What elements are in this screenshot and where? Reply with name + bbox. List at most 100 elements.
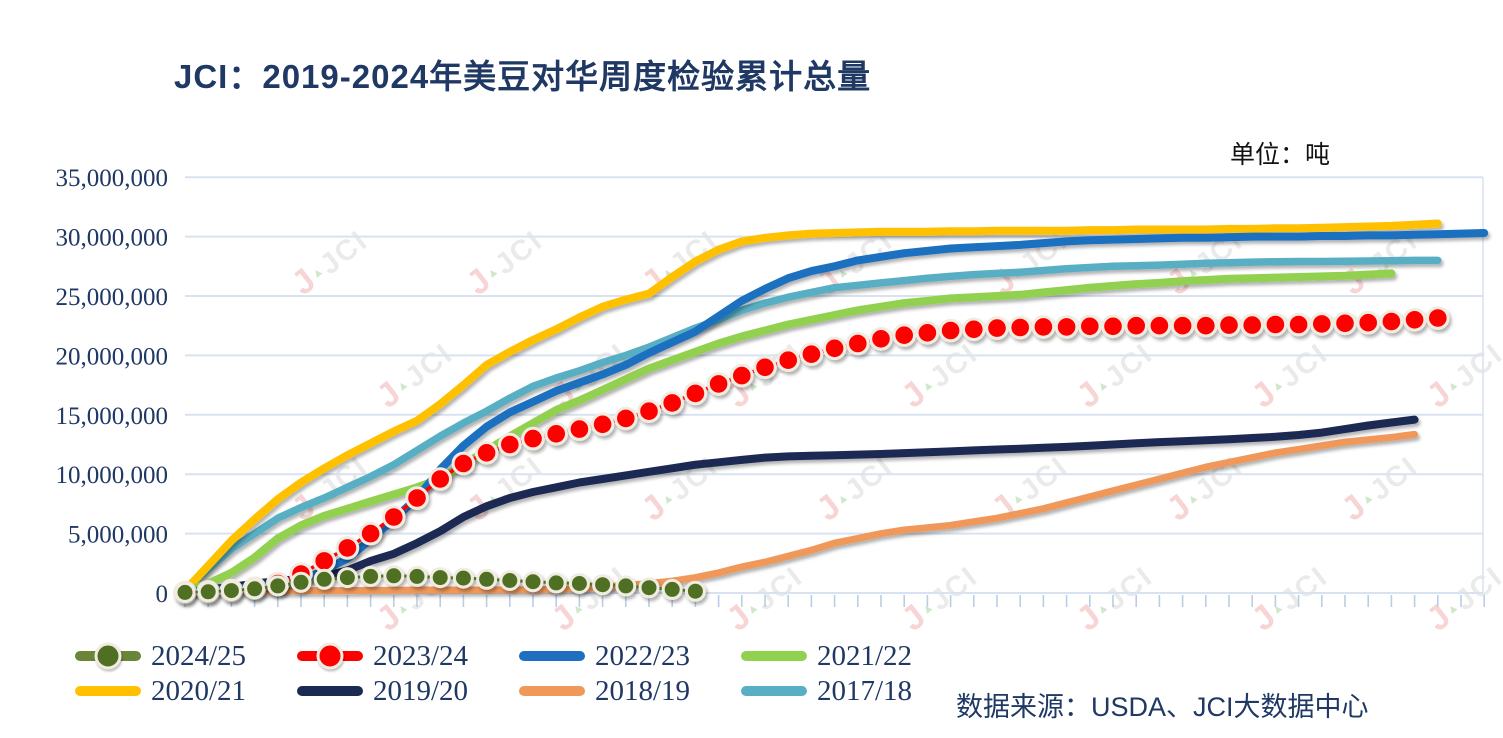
data-point-marker [869, 327, 893, 351]
legend-label: 2024/25 [151, 639, 247, 672]
data-point-marker [1426, 306, 1450, 330]
legend-label: 2021/22 [817, 639, 913, 672]
legend-item-2023-24: 2023/24 [297, 640, 468, 672]
data-point-marker [1310, 312, 1334, 336]
data-point-marker [1124, 313, 1148, 338]
data-point-marker [522, 571, 544, 593]
y-axis-tick-label: 10,000,000 [56, 462, 169, 489]
data-point-marker [1054, 315, 1079, 339]
data-point-marker [614, 406, 638, 431]
legend-marker [297, 686, 363, 696]
legend-marker [75, 686, 141, 696]
data-point-marker [592, 574, 614, 596]
legend-marker-dot [316, 642, 344, 670]
legend-item-2021-22: 2021/22 [741, 639, 913, 672]
data-point-marker [244, 578, 266, 600]
data-point-marker [1008, 315, 1033, 340]
data-point-marker [590, 412, 615, 437]
series-line [181, 256, 1442, 594]
y-axis-tick-label: 20,000,000 [56, 343, 169, 370]
data-point-marker [545, 572, 567, 594]
data-point-marker [776, 348, 801, 373]
data-point-marker [915, 321, 940, 345]
data-point-marker [822, 336, 847, 361]
data-point-marker [174, 581, 196, 603]
data-point-marker [405, 486, 429, 510]
data-point-marker [429, 567, 451, 589]
data-point-marker [197, 581, 219, 603]
data-point-marker [335, 536, 360, 560]
series-line [181, 430, 1419, 596]
legend-marker [741, 651, 807, 661]
legend-item-2018-19: 2018/19 [519, 675, 690, 707]
legend-label: 2017/18 [817, 674, 913, 707]
data-point-marker [615, 575, 637, 597]
legend-label: 2020/21 [151, 674, 247, 707]
legend-marker [297, 642, 363, 670]
data-point-marker [846, 331, 870, 356]
legend-marker [519, 651, 585, 661]
data-point-marker [892, 323, 917, 348]
data-point-marker [1194, 313, 1218, 338]
series-2019-20 [181, 415, 1419, 596]
series-2018-19 [181, 430, 1419, 596]
y-axis-tick-label: 5,000,000 [68, 522, 168, 549]
data-point-marker [1147, 313, 1172, 338]
series-line [181, 415, 1419, 596]
data-point-marker [660, 391, 685, 415]
legend-marker [519, 686, 585, 696]
legend-item-2017-18: 2017/18 [741, 674, 913, 707]
legend-item-2020-21: 2020/21 [75, 674, 247, 707]
data-point-marker [730, 363, 754, 388]
data-point-marker [567, 417, 592, 441]
data-point-marker [476, 568, 498, 590]
y-axis-tick-label: 15,000,000 [56, 403, 169, 430]
data-point-marker [1078, 314, 1102, 339]
data-point-marker [313, 568, 335, 590]
x-axis-ticks [184, 595, 1485, 607]
data-point-marker [312, 549, 337, 573]
data-point-marker [382, 505, 406, 529]
data-point-marker [962, 317, 986, 342]
legend-item-2019-20: 2019/20 [297, 674, 469, 707]
data-point-marker [544, 422, 569, 446]
data-point-marker [521, 426, 545, 451]
data-point-marker [358, 521, 383, 546]
data-point-marker [1170, 313, 1195, 338]
data-point-marker [428, 467, 453, 491]
data-point-marker [474, 441, 499, 465]
legend-label: 2019/20 [373, 674, 469, 707]
data-point-marker [1356, 310, 1380, 335]
chart-title: JCI：2019-2024年美豆对华周度检验累计总量 [174, 58, 872, 95]
data-point-marker [985, 316, 1009, 340]
y-axis-tick-label: 0 [156, 581, 169, 608]
data-point-marker [1217, 313, 1241, 337]
data-source: 数据来源：USDA、JCI大数据中心 [956, 692, 1369, 722]
data-point-marker [1240, 313, 1264, 337]
data-point-marker [1031, 315, 1056, 339]
series-line [181, 219, 1442, 595]
unit-label: 单位：吨 [1230, 141, 1331, 169]
legend-item-2022-23: 2022/23 [519, 640, 690, 672]
data-point-marker [938, 318, 963, 343]
y-axis-tick-label: 35,000,000 [56, 165, 169, 192]
series-2021-22 [181, 269, 1396, 596]
data-point-marker [706, 372, 731, 396]
data-point-marker [683, 381, 708, 406]
data-point-marker [684, 580, 706, 602]
data-point-marker [799, 342, 824, 367]
data-point-marker [336, 567, 358, 589]
data-point-marker [267, 575, 289, 597]
data-point-marker [1379, 309, 1404, 334]
data-point-marker [452, 567, 474, 589]
data-point-marker [568, 573, 590, 594]
data-point-marker [499, 570, 521, 591]
data-point-marker [1101, 314, 1125, 339]
series-2017-18 [181, 256, 1442, 594]
legend-marker [75, 642, 141, 670]
data-point-marker [220, 580, 242, 602]
series-line [181, 269, 1396, 596]
data-point-marker [753, 355, 777, 380]
